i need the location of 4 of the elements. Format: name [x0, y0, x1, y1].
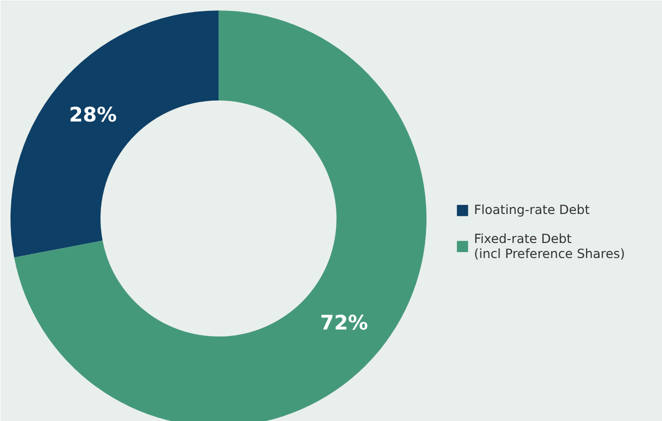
data-label: 28% [68, 102, 117, 127]
data-label: 72% [320, 310, 368, 334]
legend-label: Fixed-rate Debt (incl Preference Shares) [474, 231, 625, 261]
legend-label: Floating-rate Debt [474, 202, 590, 217]
